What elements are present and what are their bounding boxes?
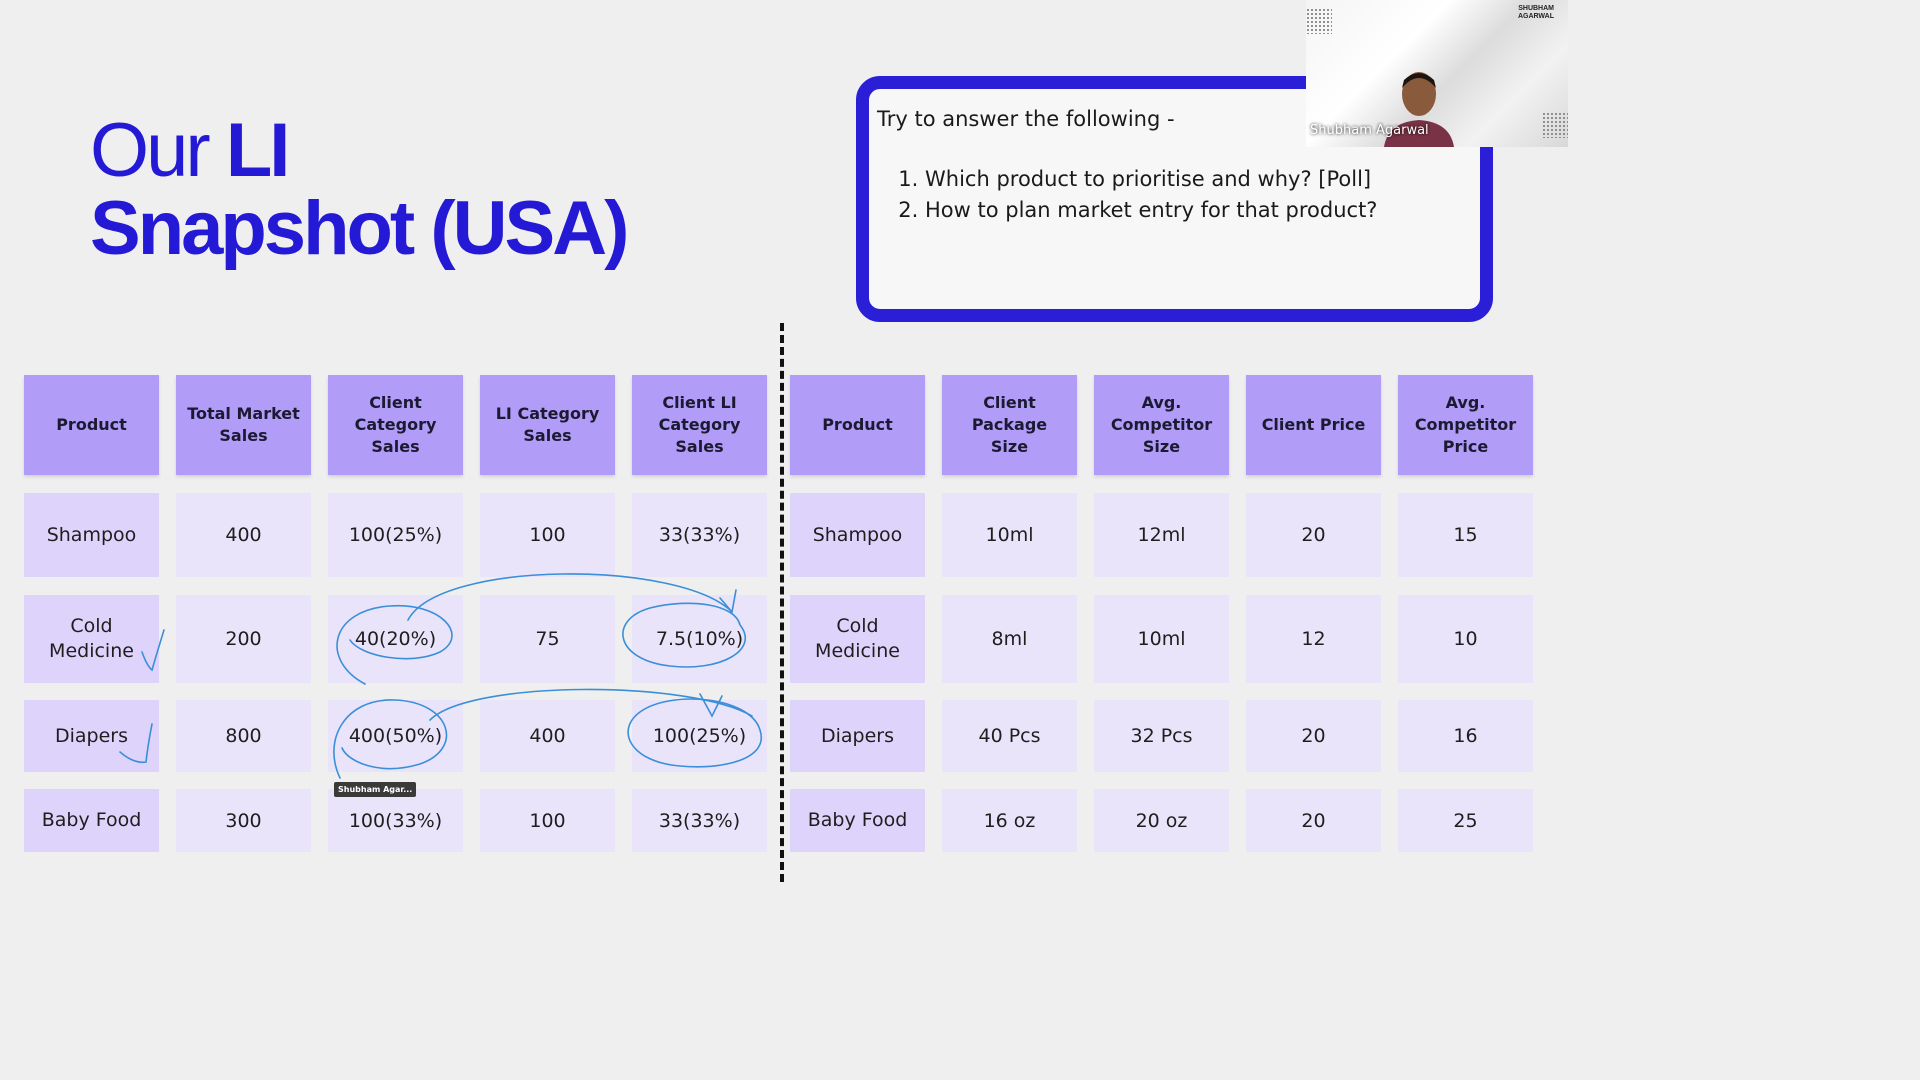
- right-value-cell: 32 Pcs: [1094, 700, 1229, 772]
- right-product-cell: Baby Food: [790, 789, 925, 852]
- left-value-cell: 100(25%): [328, 493, 463, 577]
- right-product-cell: Diapers: [790, 700, 925, 772]
- left-header-cell: Total Market Sales: [176, 375, 311, 475]
- presenter-webcam[interactable]: SHUBHAM AGARWAL Shubham Agarwal: [1306, 0, 1568, 147]
- right-product-cell: Cold Medicine: [790, 595, 925, 683]
- right-value-cell: 12: [1246, 595, 1381, 683]
- dot-pattern: [1306, 8, 1332, 34]
- right-header-cell: Client Package Size: [942, 375, 1077, 475]
- right-value-cell: 16 oz: [942, 789, 1077, 852]
- title-snapshot: Snapshot (USA): [90, 186, 629, 271]
- left-value-cell: 300: [176, 789, 311, 852]
- right-header-cell: Client Price: [1246, 375, 1381, 475]
- left-product-cell: Shampoo: [24, 493, 159, 577]
- table-divider: [780, 323, 784, 882]
- left-value-cell: 33(33%): [632, 493, 767, 577]
- question-item: Which product to prioritise and why? [Po…: [925, 164, 1377, 195]
- presenter-name: Shubham Agarwal: [1310, 123, 1429, 138]
- left-value-cell: 400: [176, 493, 311, 577]
- left-value-cell: 100: [480, 493, 615, 577]
- left-value-cell: 100(25%): [632, 700, 767, 772]
- right-header-cell: Product: [790, 375, 925, 475]
- left-product-cell: Diapers: [24, 700, 159, 772]
- title-our: Our: [90, 108, 226, 193]
- question-list: Which product to prioritise and why? [Po…: [869, 164, 1377, 226]
- left-value-cell: 100(33%): [328, 789, 463, 852]
- left-value-cell: 800: [176, 700, 311, 772]
- annotator-tag: Shubham Agar...: [334, 782, 417, 797]
- left-value-cell: 40(20%): [328, 595, 463, 683]
- title-li: LI: [225, 108, 291, 193]
- left-value-cell: 400: [480, 700, 615, 772]
- left-header-cell: Client Category Sales: [328, 375, 463, 475]
- right-value-cell: 10ml: [942, 493, 1077, 577]
- dot-pattern: [1542, 112, 1568, 138]
- right-value-cell: 16: [1398, 700, 1533, 772]
- right-value-cell: 12ml: [1094, 493, 1229, 577]
- left-value-cell: 7.5(10%): [632, 595, 767, 683]
- right-header-cell: Avg. Competitor Size: [1094, 375, 1229, 475]
- left-header-cell: Client LI Category Sales: [632, 375, 767, 475]
- brand-line: AGARWAL: [1517, 13, 1554, 20]
- right-header-cell: Avg. Competitor Price: [1398, 375, 1533, 475]
- question-item: How to plan market entry for that produc…: [925, 195, 1377, 226]
- left-value-cell: 33(33%): [632, 789, 767, 852]
- right-value-cell: 8ml: [942, 595, 1077, 683]
- left-header-cell: Product: [24, 375, 159, 475]
- presenter-avatar: [1384, 72, 1454, 147]
- left-value-cell: 100: [480, 789, 615, 852]
- right-value-cell: 40 Pcs: [942, 700, 1077, 772]
- left-header-cell: LI Category Sales: [480, 375, 615, 475]
- left-value-cell: 400(50%): [328, 700, 463, 772]
- right-value-cell: 25: [1398, 789, 1533, 852]
- left-product-cell: Baby Food: [24, 789, 159, 852]
- right-value-cell: 15: [1398, 493, 1533, 577]
- right-product-cell: Shampoo: [790, 493, 925, 577]
- right-value-cell: 20: [1246, 493, 1381, 577]
- brand-logo: SHUBHAM AGARWAL: [1518, 5, 1554, 21]
- right-value-cell: 20: [1246, 700, 1381, 772]
- slide-title: Our LI Snapshot (USA): [90, 112, 629, 271]
- right-value-cell: 10: [1398, 595, 1533, 683]
- brand-line: SHUBHAM: [1518, 5, 1554, 12]
- right-value-cell: 10ml: [1094, 595, 1229, 683]
- question-intro: Try to answer the following -: [877, 107, 1175, 131]
- right-value-cell: 20: [1246, 789, 1381, 852]
- right-value-cell: 20 oz: [1094, 789, 1229, 852]
- left-value-cell: 75: [480, 595, 615, 683]
- left-value-cell: 200: [176, 595, 311, 683]
- left-product-cell: Cold Medicine: [24, 595, 159, 683]
